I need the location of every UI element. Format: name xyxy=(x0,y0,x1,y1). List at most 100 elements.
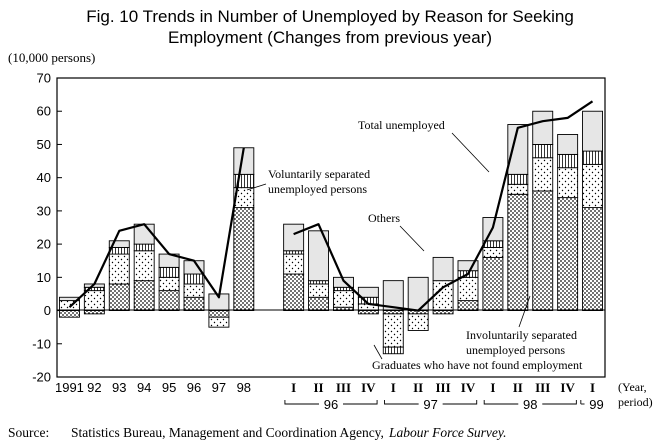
bar-segment-light xyxy=(532,110,554,145)
bar-segment-wide xyxy=(557,167,579,199)
bar-segment-light xyxy=(283,223,305,252)
y-tick-label: -10 xyxy=(32,336,51,351)
bar-segment-light xyxy=(432,256,454,282)
x-tick-label: I xyxy=(291,380,296,395)
bar-segment-dots xyxy=(108,283,130,312)
x-tick-label: 96 xyxy=(187,380,201,395)
x-tick-label: 93 xyxy=(112,380,126,395)
y-tick-label: 10 xyxy=(37,270,51,285)
y-axis-unit-label: (10,000 persons) xyxy=(8,50,95,65)
year-bracket xyxy=(284,400,378,405)
bar-segment-light xyxy=(357,286,379,298)
bar-segment-light xyxy=(382,280,404,312)
bar-segment-vline xyxy=(133,243,155,252)
year-bracket xyxy=(483,400,577,405)
bar-segment-wide xyxy=(208,316,230,328)
total-unemployed-line xyxy=(68,147,245,309)
bar-segment-light xyxy=(457,260,479,272)
annotation-total-leader xyxy=(451,132,490,173)
bar-segment-vline xyxy=(183,273,205,285)
bar-segment-wide xyxy=(407,313,429,331)
bar-segment-dots xyxy=(507,193,529,312)
bar-segment-light xyxy=(108,240,130,248)
y-tick-label: 30 xyxy=(37,203,51,218)
y-tick-label: 70 xyxy=(37,71,51,86)
bar-segment-dots xyxy=(208,310,230,318)
annotation-graduates: Graduates who have not found employment xyxy=(372,358,583,372)
x-tick-label: III xyxy=(535,380,550,395)
bar-segment-dots xyxy=(133,280,155,312)
bar-segment-light xyxy=(308,230,329,282)
bar-segment-vline xyxy=(582,150,603,165)
year-group-label: 96 xyxy=(324,397,338,412)
bar-segment-dots xyxy=(233,207,255,312)
x-tick-label: II xyxy=(413,380,423,395)
bar-segment-wide xyxy=(432,280,454,312)
x-tick-label: 94 xyxy=(137,380,151,395)
y-tick-label: 20 xyxy=(37,237,51,252)
y-tick-label: 60 xyxy=(37,104,51,119)
bar-segment-dots xyxy=(482,256,504,312)
x-tick-label: IV xyxy=(361,380,376,395)
bar-segment-wide xyxy=(457,276,479,302)
annotation-involuntary-leader xyxy=(518,295,531,328)
x-tick-label: 1991 xyxy=(55,380,84,395)
source-italic: Labour Force Survey. xyxy=(388,425,507,440)
bar-segment-wide xyxy=(308,283,329,298)
bar-segment-dots xyxy=(557,197,579,312)
x-tick-label: III xyxy=(336,380,351,395)
bar-segment-dots xyxy=(308,296,329,312)
year-bracket xyxy=(384,400,478,405)
x-tick-label: 92 xyxy=(87,380,101,395)
bar-segment-dots xyxy=(357,310,379,315)
x-tick-label: I xyxy=(490,380,495,395)
y-tick-label: 50 xyxy=(37,137,51,152)
bar-segment-wide xyxy=(158,276,180,292)
bar-segment-dots xyxy=(432,310,454,315)
annotation-graduates-leader xyxy=(373,344,383,360)
year-group-label: 98 xyxy=(523,397,537,412)
y-tick-label: -20 xyxy=(32,370,51,385)
source-text: Statistics Bureau, Management and Coordi… xyxy=(71,425,507,440)
annotation-voluntary-line1: Voluntarily separated xyxy=(268,167,370,181)
bar-segment-dots xyxy=(83,310,105,315)
bar-segment-light xyxy=(557,134,579,155)
annotation-voluntary-line2: unemployed persons xyxy=(268,182,367,196)
bar-segment-vline xyxy=(382,346,404,355)
annotation-voluntary-leader xyxy=(246,183,267,191)
bar-segment-vline xyxy=(108,246,130,255)
year-group-label: 99 xyxy=(589,397,603,412)
source-label: Source: xyxy=(8,425,49,440)
bar-segment-dots xyxy=(582,207,603,312)
bar-segment-wide xyxy=(507,183,529,195)
bar-segment-wide xyxy=(108,253,130,285)
bar-segment-wide xyxy=(133,250,155,282)
x-tick-label: I xyxy=(590,380,595,395)
annotation-total-unemployed: Total unemployed xyxy=(358,118,445,132)
annotation-involuntary-line2: unemployed persons xyxy=(466,343,565,357)
bar-segment-dots xyxy=(59,310,80,318)
bar-segment-wide xyxy=(482,246,504,258)
bar-segment-dots xyxy=(283,273,305,312)
bar-segment-vline xyxy=(283,250,305,255)
x-tick-label: IV xyxy=(560,380,575,395)
x-tick-label: 98 xyxy=(237,380,251,395)
year-group-label: 97 xyxy=(423,397,437,412)
bar-segment-light xyxy=(333,276,354,288)
bar-segment-dots xyxy=(183,296,205,312)
bar-segment-dots xyxy=(382,310,404,315)
bar-segment-dots xyxy=(457,300,479,312)
bar-segment-wide xyxy=(283,253,305,275)
total-unemployed-line xyxy=(293,100,594,312)
bar-segment-wide xyxy=(83,290,105,312)
x-tick-label: III xyxy=(435,380,450,395)
x-tick-label: II xyxy=(513,380,523,395)
x-axis-unit-label-line1: (Year, xyxy=(618,380,647,394)
bar-segment-vline xyxy=(532,143,554,159)
bar-segment-wide xyxy=(382,313,404,348)
x-tick-label: I xyxy=(391,380,396,395)
bar-segment-light xyxy=(233,147,255,175)
y-tick-label: 40 xyxy=(37,170,51,185)
annotation-others-leader xyxy=(399,225,425,252)
